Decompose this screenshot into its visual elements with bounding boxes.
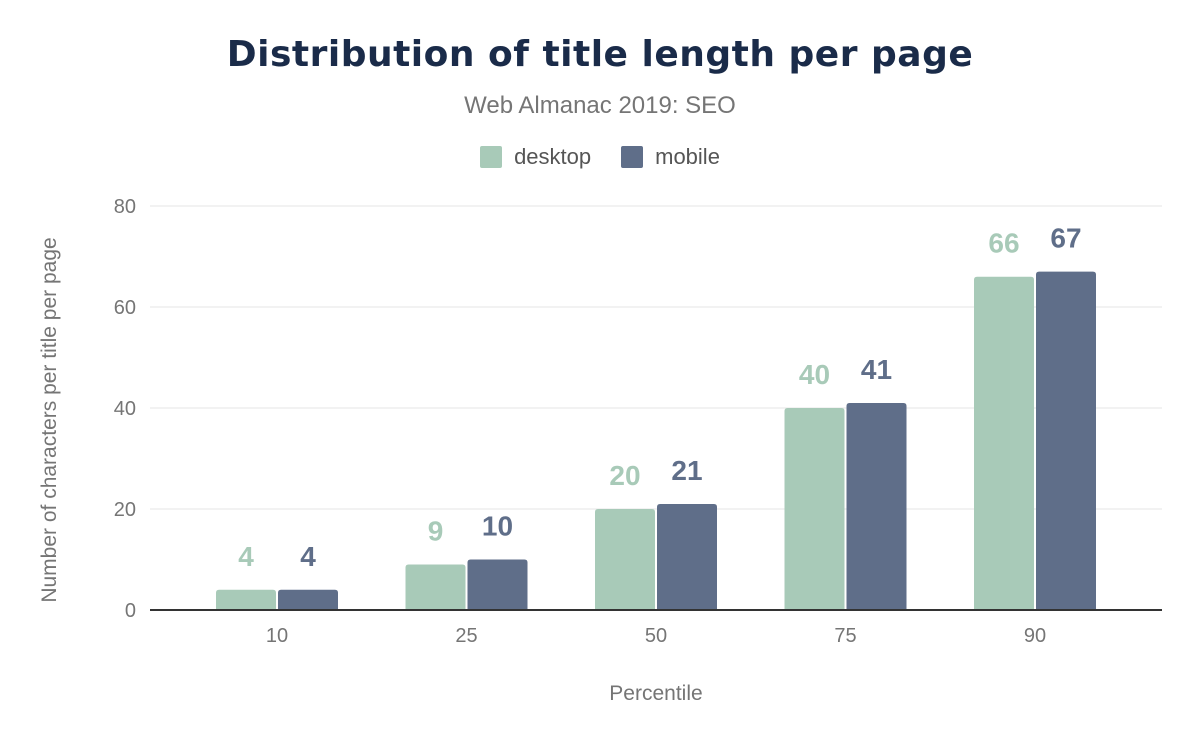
bar-mobile [467,559,528,610]
data-label-mobile: 10 [482,511,513,542]
y-tick-label: 60 [114,297,136,319]
bar-desktop [784,408,845,610]
legend-item-mobile[interactable]: mobile [621,144,720,170]
legend: desktop mobile [0,144,1200,170]
legend-label: mobile [655,144,720,169]
data-label-desktop: 40 [799,359,830,390]
data-label-desktop: 20 [609,460,640,491]
legend-label: desktop [514,144,592,169]
chart-subtitle: Web Almanac 2019: SEO [464,92,736,119]
bar-desktop [405,564,466,610]
bar-mobile [846,402,907,610]
bar-desktop [974,276,1034,610]
bar-mobile [1036,271,1096,610]
x-axis-title: Percentile [609,682,702,705]
data-label-mobile: 21 [671,455,702,486]
data-label-desktop: 9 [428,516,444,547]
data-label-mobile: 41 [861,354,892,385]
bar-mobile [278,589,338,610]
legend-item-desktop[interactable]: desktop [480,144,591,170]
data-label-desktop: 4 [238,541,254,572]
data-label-mobile: 4 [300,541,316,572]
bar-mobile [657,503,717,610]
chart-title: Distribution of title length per page [226,34,974,75]
y-tick-label: 0 [125,600,136,622]
y-tick-label: 20 [114,499,136,521]
bar-desktop [216,589,276,610]
x-tick-label: 25 [455,625,477,647]
x-tick-label: 90 [1024,625,1046,647]
legend-swatch-mobile [621,146,644,168]
y-tick-label: 80 [114,196,136,218]
x-tick-label: 75 [834,625,856,647]
legend-swatch-desktop [480,146,503,168]
data-label-desktop: 66 [988,228,1019,259]
bar-desktop [595,509,655,610]
x-tick-label: 50 [645,625,667,647]
y-axis-title: Number of characters per title per page [38,237,61,602]
y-tick-label: 40 [114,398,136,420]
x-tick-label: 10 [266,625,288,647]
data-label-mobile: 67 [1050,223,1081,254]
